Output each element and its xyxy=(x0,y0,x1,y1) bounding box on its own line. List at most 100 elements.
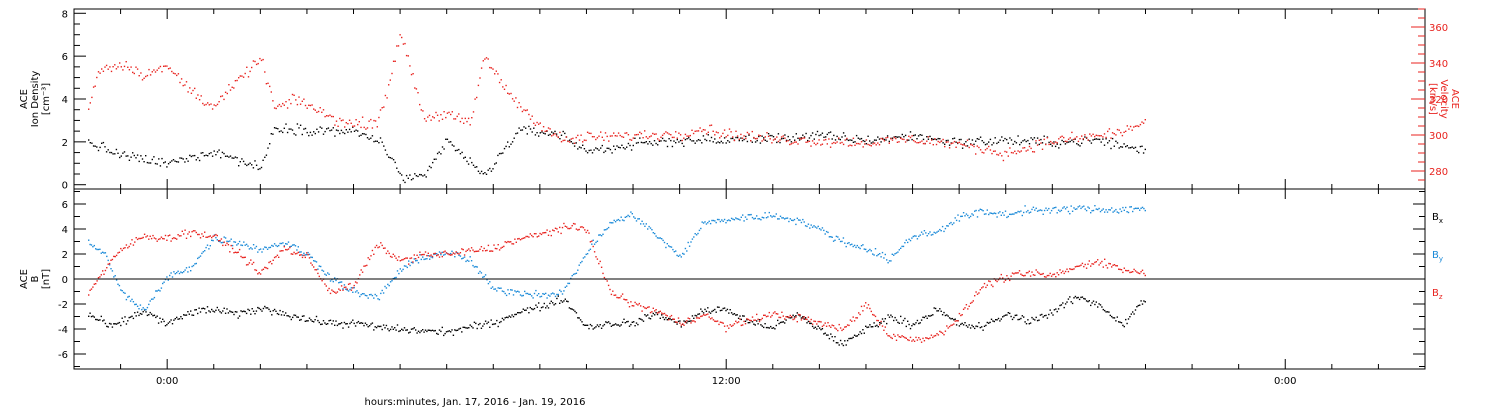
by-data-point xyxy=(484,274,487,276)
bz-data-point xyxy=(1097,259,1099,261)
by-data-point xyxy=(606,228,608,230)
bz-data-point xyxy=(127,247,129,249)
bx-data-point xyxy=(477,323,480,326)
bz-data-point xyxy=(1113,264,1116,266)
velocity-data-point xyxy=(617,132,620,134)
velocity-data-point xyxy=(399,34,401,36)
bz-data-point xyxy=(659,310,661,312)
density-data-point xyxy=(727,140,729,142)
velocity-data-point xyxy=(322,109,325,111)
velocity-data-point xyxy=(722,132,724,135)
by-data-point xyxy=(602,233,604,235)
bx-data-point xyxy=(858,333,860,336)
bx-data-point xyxy=(152,315,154,317)
bx-data-point xyxy=(911,325,913,327)
density-data-point xyxy=(285,123,287,125)
bz-data-point xyxy=(552,229,554,231)
bz-data-point xyxy=(307,254,309,256)
by-data-point xyxy=(517,290,519,292)
bz-data-point xyxy=(1039,273,1042,276)
bz-data-point xyxy=(567,227,569,230)
velocity-data-point xyxy=(632,137,634,139)
velocity-data-point xyxy=(288,99,290,101)
velocity-data-point xyxy=(697,130,700,132)
bx-data-point xyxy=(571,308,573,310)
density-data-point xyxy=(510,143,512,145)
bx-data-point xyxy=(124,316,126,318)
velocity-data-point xyxy=(712,130,714,132)
bx-data-point xyxy=(173,319,175,321)
density-data-point xyxy=(105,151,108,153)
density-data-point xyxy=(611,152,613,154)
b-field-tick-label: 2 xyxy=(62,250,68,261)
density-data-point xyxy=(122,152,124,154)
density-data-point xyxy=(394,161,396,164)
bx-data-point xyxy=(539,310,541,312)
velocity-data-point xyxy=(216,103,219,106)
bz-data-point xyxy=(93,283,95,285)
density-data-point xyxy=(229,155,232,157)
velocity-data-point xyxy=(485,57,488,59)
velocity-data-point xyxy=(511,98,514,100)
bx-data-point xyxy=(803,318,805,320)
density-data-point xyxy=(811,132,814,134)
velocity-data-point xyxy=(880,137,882,140)
density-data-point xyxy=(539,132,541,134)
density-data-point xyxy=(650,142,652,145)
bz-data-point xyxy=(804,318,807,320)
density-data-point xyxy=(1053,141,1055,143)
by-data-point xyxy=(832,240,835,242)
velocity-data-point xyxy=(842,143,845,146)
density-data-point xyxy=(715,142,718,144)
velocity-data-point xyxy=(1050,140,1052,143)
by-data-point xyxy=(746,218,748,220)
bz-data-point xyxy=(318,275,320,278)
density-data-point xyxy=(719,142,721,144)
density-data-point xyxy=(277,128,279,130)
by-data-point xyxy=(311,256,313,259)
velocity-data-point xyxy=(1077,140,1080,143)
bz-data-point xyxy=(494,247,497,250)
bz-data-point xyxy=(677,317,680,319)
density-data-point xyxy=(138,160,140,163)
bx-data-point xyxy=(150,313,153,315)
by-data-point xyxy=(779,215,782,217)
velocity-data-point xyxy=(604,132,607,134)
bz-data-point xyxy=(248,262,251,264)
density-data-point xyxy=(508,146,510,148)
density-data-point xyxy=(197,157,199,159)
bx-data-point xyxy=(114,323,116,325)
bz-data-point xyxy=(961,314,963,316)
by-data-point xyxy=(363,293,365,295)
density-data-point xyxy=(888,140,890,143)
density-data-point xyxy=(1054,145,1057,148)
velocity-data-point xyxy=(785,140,788,143)
density-data-point xyxy=(1059,143,1062,146)
density-data-point xyxy=(883,138,886,141)
density-data-point xyxy=(360,134,362,136)
velocity-data-point xyxy=(381,107,383,109)
bx-data-point xyxy=(1112,317,1114,319)
density-data-point xyxy=(932,138,934,141)
bx-data-point xyxy=(483,323,485,325)
by-data-point xyxy=(340,281,343,283)
velocity-data-point xyxy=(942,138,944,141)
bx-data-point xyxy=(698,313,701,315)
bx-data-point xyxy=(525,309,527,311)
by-data-point xyxy=(619,219,621,222)
density-data-point xyxy=(586,152,589,154)
bx-data-point xyxy=(90,315,93,318)
velocity-data-point xyxy=(238,77,240,79)
bx-data-point xyxy=(962,324,965,326)
bz-data-point xyxy=(947,327,949,329)
by-data-point xyxy=(582,257,585,259)
bz-data-point xyxy=(811,323,814,325)
bx-data-point xyxy=(919,322,921,324)
bz-data-point xyxy=(139,237,142,240)
bz-data-point xyxy=(183,233,185,235)
density-data-point xyxy=(1014,140,1016,143)
bz-data-point xyxy=(704,314,706,316)
by-data-point xyxy=(820,229,822,231)
by-data-point xyxy=(415,260,417,262)
by-data-point xyxy=(519,294,522,296)
